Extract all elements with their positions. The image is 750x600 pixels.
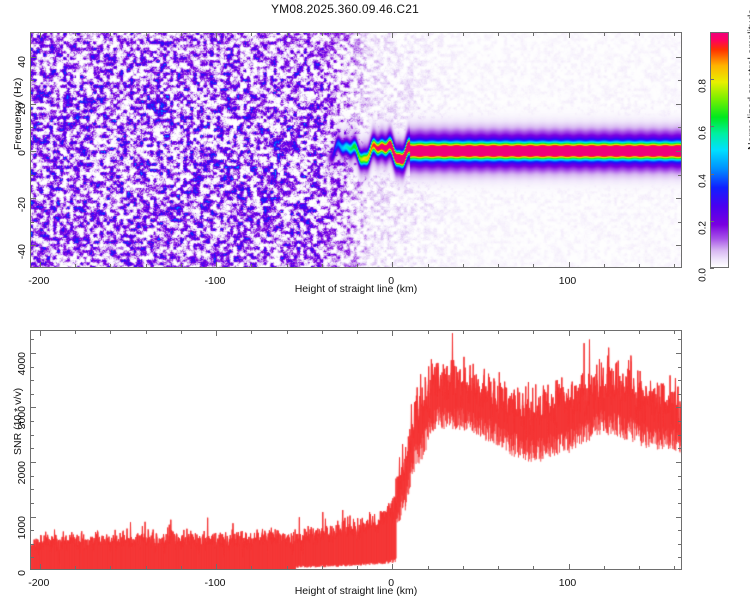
snr-panel — [30, 330, 682, 570]
y-tick-label: 40 — [16, 55, 28, 68]
colorbar-tick — [710, 268, 714, 269]
colorbar — [710, 32, 729, 268]
x-tick-label: -200 — [28, 275, 50, 287]
snr-x-axis-title: Height of straight line (km) — [294, 585, 418, 597]
y-tick-label: 0 — [16, 570, 28, 576]
y-tick-label: -40 — [16, 244, 28, 260]
figure-title: YM08.2025.360.09.46.C21 — [270, 2, 420, 16]
x-tick-label: -100 — [204, 577, 226, 589]
spectrogram-y-axis-title: Frequency (Hz) — [12, 77, 24, 150]
colorbar-gradient — [711, 33, 728, 267]
y-tick-label: 4000 — [16, 351, 28, 376]
snr-plot-area — [31, 331, 681, 569]
colorbar-tick-label: 0.2 — [697, 220, 709, 235]
colorbar-tick — [710, 79, 714, 81]
snr-y-axis-title: SNR (10 * v/v) — [12, 387, 24, 455]
x-tick-label: -100 — [204, 275, 226, 287]
y-tick-label: -20 — [16, 197, 28, 213]
colorbar-tick-label: 0.8 — [697, 79, 709, 94]
x-tick-label: 0 — [388, 275, 395, 287]
spectrogram-panel — [30, 32, 682, 268]
spectrogram-image — [31, 33, 681, 267]
colorbar-tick-label: 0.6 — [697, 126, 709, 141]
spectrogram-x-axis-title: Height of straight line (km) — [294, 283, 418, 295]
colorbar-tick — [710, 220, 714, 222]
colorbar-tick — [710, 126, 714, 128]
colorbar-tick — [710, 173, 714, 175]
y-tick-label: 0 — [16, 150, 28, 156]
y-tick-label: 2000 — [16, 460, 28, 485]
x-tick-label: 100 — [558, 275, 577, 287]
spectrogram-plot-area — [31, 33, 681, 267]
x-tick-label: -200 — [28, 577, 50, 589]
snr-trace — [31, 331, 681, 569]
colorbar-tick-label: 0.0 — [697, 268, 709, 282]
colorbar-title: Normalized spectral amplitude — [746, 8, 750, 150]
colorbar-tick-label: 0.4 — [697, 173, 709, 188]
x-tick-label: 0 — [388, 577, 395, 589]
y-tick-label: 1000 — [16, 515, 28, 539]
x-tick-label: 100 — [558, 577, 577, 589]
